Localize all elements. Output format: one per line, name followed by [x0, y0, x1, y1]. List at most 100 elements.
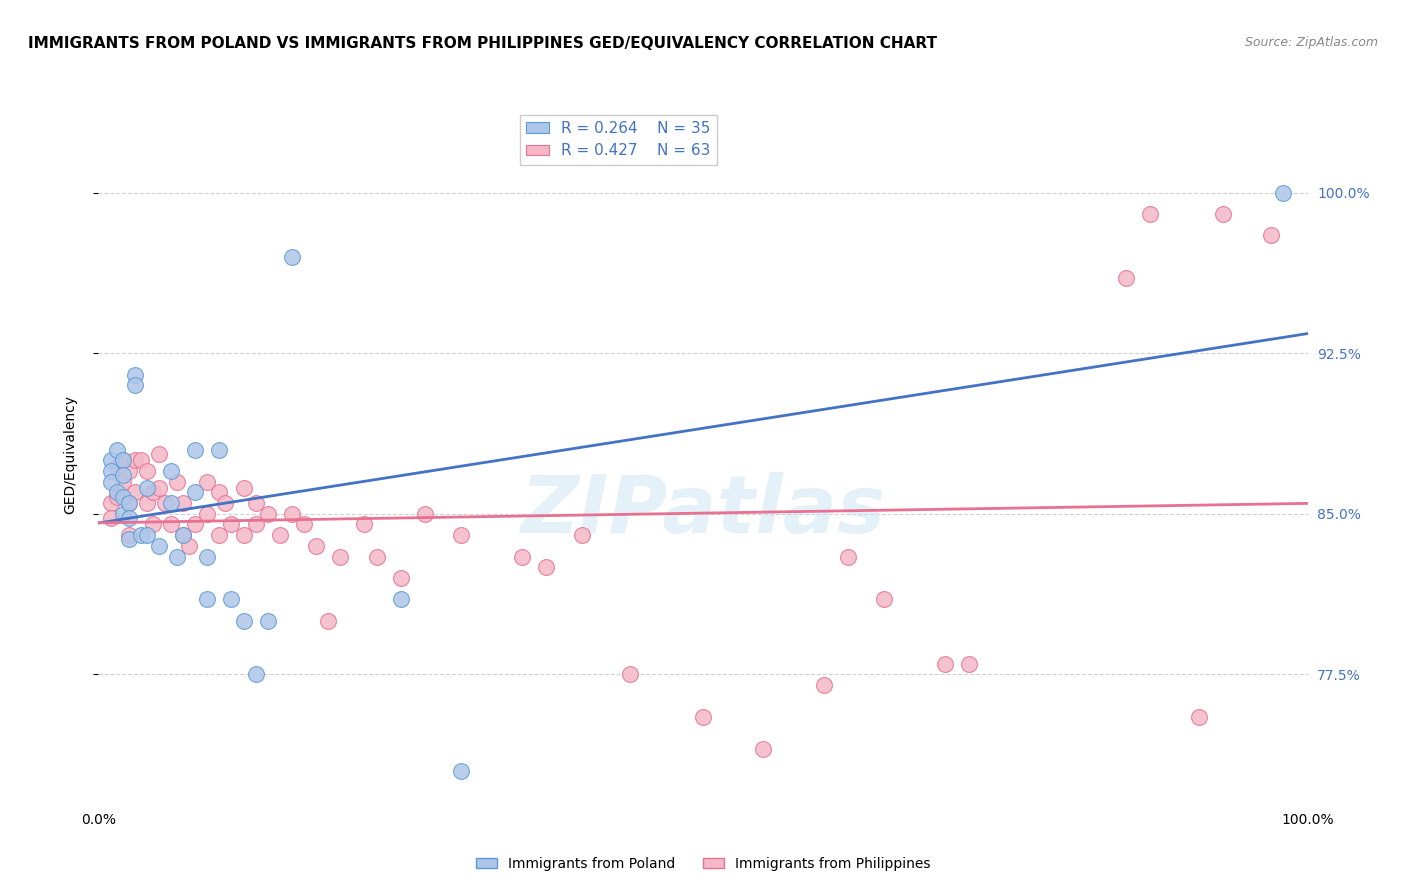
Point	[153, 496, 176, 510]
Point	[105, 485, 128, 500]
Point	[105, 442, 128, 457]
Point	[957, 657, 980, 671]
Point	[232, 481, 254, 495]
Point	[221, 592, 243, 607]
Point	[111, 507, 134, 521]
Point	[118, 496, 141, 510]
Point	[111, 490, 134, 504]
Point	[111, 453, 134, 467]
Point	[111, 453, 134, 467]
Point	[1212, 207, 1234, 221]
Point	[450, 528, 472, 542]
Point	[366, 549, 388, 564]
Point	[195, 507, 218, 521]
Text: Source: ZipAtlas.com: Source: ZipAtlas.com	[1244, 36, 1378, 49]
Point	[752, 742, 775, 756]
Point	[195, 592, 218, 607]
Point	[316, 614, 339, 628]
Point	[353, 517, 375, 532]
Point	[389, 592, 412, 607]
Point	[450, 764, 472, 778]
Point	[148, 447, 170, 461]
Point	[571, 528, 593, 542]
Point	[100, 475, 122, 489]
Point	[813, 678, 835, 692]
Point	[166, 549, 188, 564]
Point	[166, 475, 188, 489]
Point	[245, 496, 267, 510]
Point	[305, 539, 328, 553]
Point	[160, 464, 183, 478]
Point	[208, 485, 231, 500]
Point	[208, 528, 231, 542]
Text: IMMIGRANTS FROM POLAND VS IMMIGRANTS FROM PHILIPPINES GED/EQUIVALENCY CORRELATIO: IMMIGRANTS FROM POLAND VS IMMIGRANTS FRO…	[28, 36, 938, 51]
Point	[142, 485, 165, 500]
Point	[105, 490, 128, 504]
Point	[256, 614, 278, 628]
Legend: Immigrants from Poland, Immigrants from Philippines: Immigrants from Poland, Immigrants from …	[470, 851, 936, 876]
Point	[184, 442, 207, 457]
Point	[124, 453, 146, 467]
Point	[232, 528, 254, 542]
Point	[179, 539, 201, 553]
Point	[118, 533, 141, 547]
Point	[129, 453, 152, 467]
Point	[1139, 207, 1161, 221]
Point	[1260, 228, 1282, 243]
Point	[118, 528, 141, 542]
Legend: R = 0.264    N = 35, R = 0.427    N = 63: R = 0.264 N = 35, R = 0.427 N = 63	[520, 115, 717, 164]
Point	[124, 485, 146, 500]
Point	[245, 667, 267, 681]
Point	[534, 560, 557, 574]
Point	[160, 517, 183, 532]
Point	[105, 459, 128, 474]
Point	[413, 507, 436, 521]
Point	[221, 517, 243, 532]
Point	[256, 507, 278, 521]
Point	[111, 475, 134, 489]
Point	[619, 667, 641, 681]
Point	[184, 485, 207, 500]
Point	[692, 710, 714, 724]
Point	[1272, 186, 1295, 200]
Point	[184, 517, 207, 532]
Point	[124, 368, 146, 382]
Point	[214, 496, 236, 510]
Point	[118, 464, 141, 478]
Point	[172, 528, 194, 542]
Point	[100, 453, 122, 467]
Point	[148, 481, 170, 495]
Point	[281, 507, 304, 521]
Y-axis label: GED/Equivalency: GED/Equivalency	[63, 395, 77, 515]
Point	[232, 614, 254, 628]
Point	[934, 657, 956, 671]
Point	[135, 528, 157, 542]
Point	[329, 549, 352, 564]
Point	[1115, 271, 1137, 285]
Point	[100, 511, 122, 525]
Point	[389, 571, 412, 585]
Point	[195, 475, 218, 489]
Point	[118, 511, 141, 525]
Point	[129, 528, 152, 542]
Point	[195, 549, 218, 564]
Point	[111, 468, 134, 483]
Text: ZIPatlas: ZIPatlas	[520, 472, 886, 549]
Point	[172, 496, 194, 510]
Point	[160, 496, 183, 510]
Point	[245, 517, 267, 532]
Point	[292, 517, 315, 532]
Point	[873, 592, 896, 607]
Point	[135, 464, 157, 478]
Point	[100, 496, 122, 510]
Point	[269, 528, 291, 542]
Point	[100, 464, 122, 478]
Point	[172, 528, 194, 542]
Point	[148, 539, 170, 553]
Point	[142, 517, 165, 532]
Point	[135, 496, 157, 510]
Point	[124, 378, 146, 392]
Point	[837, 549, 859, 564]
Point	[1188, 710, 1211, 724]
Point	[510, 549, 533, 564]
